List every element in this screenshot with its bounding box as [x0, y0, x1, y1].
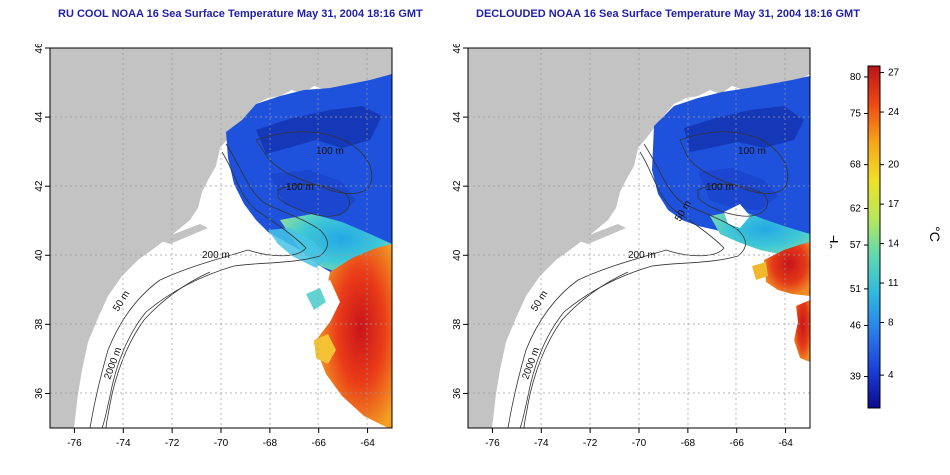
- fahrenheit-tick-label: 68: [850, 160, 862, 171]
- lat-tick-label: 36: [34, 387, 45, 399]
- land-mass: [50, 48, 392, 428]
- lon-tick-label: -66: [311, 438, 326, 449]
- fahrenheit-tick-label: 75: [850, 109, 862, 120]
- lon-tick-label: -74: [116, 438, 131, 449]
- raw-sst-map-plot: 100 m 100 m 200 m 50 m 2000 m -76 -74 -72-…: [34, 44, 393, 449]
- celsius-tick-label: 14: [888, 239, 900, 250]
- declouded-sst-map: 100 m 100 m 50 m 200 m 50 m 2000 m -76 -7…: [448, 44, 818, 464]
- fahrenheit-tick-label: 51: [850, 284, 862, 295]
- lat-tick-label: 46: [34, 44, 45, 54]
- colorbar-gradient: [867, 65, 881, 409]
- lat-axis: 36 38 40 42 44 46: [452, 44, 468, 399]
- contour-label: 200 m: [628, 250, 656, 261]
- celsius-tick-label: 24: [888, 107, 900, 118]
- celsius-tick-label: 27: [888, 68, 900, 79]
- celsius-tick-label: 11: [888, 278, 899, 289]
- lat-tick-label: 38: [34, 318, 45, 330]
- fahrenheit-tick-label: 80: [850, 72, 862, 83]
- contour-label: 100 m: [706, 182, 734, 193]
- lat-tick-label: 38: [452, 318, 463, 330]
- left-map-title: RU COOL NOAA 16 Sea Surface Temperature …: [58, 8, 423, 20]
- temperature-colorbar: 4 8 11 14 17 20 24 27 39 46 51 57 62 68 75 80 °F °C: [830, 60, 950, 420]
- lon-tick-label: -76: [485, 438, 500, 449]
- celsius-label: °C: [927, 226, 943, 242]
- lat-tick-label: 40: [34, 249, 45, 261]
- celsius-tick-label: 20: [888, 160, 900, 171]
- colorbar-plot: 4 8 11 14 17 20 24 27 39 46 51 57 62 68 75 80 °F °C: [830, 65, 943, 409]
- lon-tick-label: -76: [67, 438, 82, 449]
- lat-tick-label: 40: [452, 249, 463, 261]
- lat-tick-label: 36: [452, 387, 463, 399]
- land-mass: [468, 48, 810, 428]
- lat-tick-label: 44: [452, 111, 463, 123]
- contour-label: 100 m: [286, 182, 314, 193]
- contour-label: 200 m: [202, 250, 230, 261]
- lon-tick-label: -64: [778, 438, 793, 449]
- celsius-tick-label: 4: [888, 370, 894, 381]
- fahrenheit-tick-label: 46: [850, 320, 862, 331]
- celsius-tick-label: 17: [888, 199, 900, 210]
- gulf-stream-warm-region: [764, 242, 810, 296]
- lon-tick-label: -72: [583, 438, 598, 449]
- lon-tick-label: -70: [214, 438, 229, 449]
- lon-axis: -76 -74 -72 -70 -68 -66 -64: [67, 428, 375, 449]
- lon-tick-label: -64: [360, 438, 375, 449]
- lat-axis: 36 38 40 42 44 46: [34, 44, 50, 399]
- fahrenheit-tick-label: 57: [850, 240, 862, 251]
- lon-tick-label: -72: [165, 438, 180, 449]
- raw-sst-map: 100 m 100 m 200 m 50 m 2000 m -76 -74 -72-…: [30, 44, 400, 464]
- lon-tick-label: -74: [534, 438, 549, 449]
- lon-tick-label: -66: [729, 438, 744, 449]
- lon-tick-label: -68: [263, 438, 278, 449]
- lon-axis: -76 -74 -72 -70 -68 -66 -64: [485, 428, 793, 449]
- celsius-tick-label: 8: [888, 318, 894, 329]
- lat-tick-label: 44: [34, 111, 45, 123]
- fahrenheit-tick-label: 62: [850, 204, 862, 215]
- lat-tick-label: 42: [452, 180, 463, 192]
- declouded-sst-map-plot: 100 m 100 m 50 m 200 m 50 m 2000 m -76 -7…: [452, 44, 811, 449]
- fahrenheit-label: °F: [830, 235, 841, 249]
- right-map-title: DECLOUDED NOAA 16 Sea Surface Temperatur…: [476, 8, 860, 20]
- fahrenheit-tick-label: 39: [850, 372, 862, 383]
- lat-tick-label: 46: [452, 44, 463, 54]
- contour-label: 100 m: [738, 146, 766, 157]
- lat-tick-label: 42: [34, 180, 45, 192]
- contour-label: 100 m: [316, 146, 344, 157]
- lon-tick-label: -68: [681, 438, 696, 449]
- lon-tick-label: -70: [632, 438, 647, 449]
